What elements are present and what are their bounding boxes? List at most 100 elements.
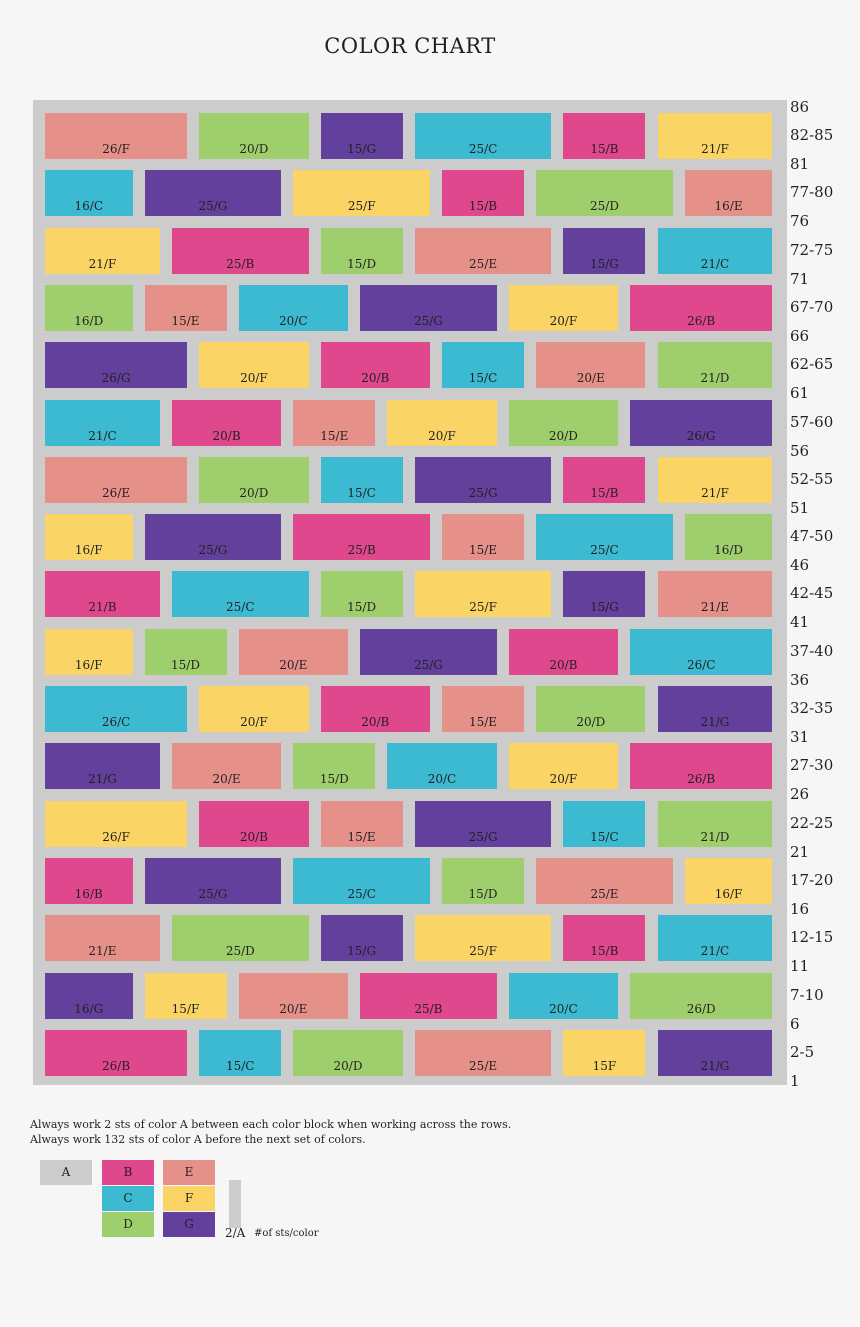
block-label: 15/E bbox=[468, 543, 498, 558]
block-label: 21/D bbox=[700, 371, 730, 386]
color-block: 15/C bbox=[199, 1029, 282, 1076]
color-block: 25/G bbox=[360, 628, 497, 675]
block-label: 25/G bbox=[198, 886, 228, 901]
color-block: 20/E bbox=[536, 342, 646, 389]
block-label: 20/B bbox=[239, 829, 268, 844]
block-label: 21/D bbox=[700, 829, 730, 844]
color-block: 20/B bbox=[320, 342, 430, 389]
color-block: 16/F bbox=[684, 857, 773, 904]
color-block: 21/C bbox=[657, 227, 773, 274]
block-label: 25/C bbox=[226, 600, 255, 615]
block-label: 20/B bbox=[361, 715, 390, 729]
color-block: 21/E bbox=[45, 915, 160, 962]
block-label: 15/C bbox=[225, 1058, 255, 1073]
block-label: 15/E bbox=[320, 428, 349, 443]
block-label: 26/G bbox=[686, 428, 716, 443]
block-label: 25/C bbox=[590, 543, 619, 558]
color-block: 21/G bbox=[657, 1029, 773, 1076]
color-block: 20/D bbox=[293, 1029, 403, 1076]
block-label: 15/E bbox=[171, 313, 200, 328]
block-label: 26/D bbox=[686, 1001, 716, 1016]
color-block: 25/G bbox=[144, 857, 282, 904]
block-label: 25/G bbox=[468, 829, 498, 844]
color-block: 25/C bbox=[414, 113, 552, 159]
row-boundary-label: 86 bbox=[790, 98, 810, 116]
instruction-note-2: Always work 132 sts of color A before th… bbox=[30, 1133, 366, 1146]
row-boundary-label: 81 bbox=[790, 155, 810, 173]
row-range-label: 7-10 bbox=[790, 985, 824, 1004]
block-label: 26/F bbox=[102, 142, 130, 156]
color-block: 16/D bbox=[684, 514, 773, 561]
color-block: 21/F bbox=[657, 456, 773, 503]
legend-gap-bar bbox=[229, 1180, 241, 1228]
row-range-label: 47-50 bbox=[790, 527, 834, 546]
block-label: 15/G bbox=[347, 142, 377, 156]
block-label: 16/D bbox=[74, 313, 104, 328]
block-label: 25/B bbox=[347, 543, 376, 558]
color-block: 16/E bbox=[684, 170, 773, 217]
block-label: 25/D bbox=[590, 199, 619, 214]
row-boundary-label: 36 bbox=[790, 670, 810, 689]
row-range-label: 72-75 bbox=[790, 240, 834, 259]
block-label: 25/G bbox=[198, 543, 228, 558]
block-label: 25/E bbox=[469, 1058, 498, 1073]
block-label: 26/B bbox=[687, 313, 716, 328]
instruction-note-1: Always work 2 sts of color A between eac… bbox=[30, 1118, 512, 1131]
color-block: 15/C bbox=[442, 342, 524, 389]
block-label: 21/C bbox=[700, 256, 730, 271]
block-label: 26/B bbox=[687, 772, 716, 787]
color-block: 20/E bbox=[238, 972, 348, 1019]
color-block: 26/G bbox=[45, 342, 188, 389]
row-range-label: 22-25 bbox=[790, 813, 834, 832]
block-label: 25/E bbox=[469, 256, 498, 271]
block-label: 20/B bbox=[212, 428, 241, 443]
color-block: 20/D bbox=[536, 686, 646, 732]
color-block: 25/D bbox=[536, 170, 673, 217]
legend-caption: #of sts/color bbox=[254, 1228, 319, 1239]
block-label: 25/G bbox=[198, 199, 228, 214]
color-block: 21/D bbox=[657, 800, 773, 847]
color-block: 26/B bbox=[630, 743, 773, 790]
color-block: 25/D bbox=[171, 915, 309, 962]
color-block: 26/B bbox=[630, 284, 773, 331]
color-block: 15/E bbox=[144, 284, 227, 331]
block-label: 20/D bbox=[239, 485, 269, 500]
block-label: 25/F bbox=[469, 600, 497, 615]
color-chart-grid: 26/F 20/D 15/G 25/C 15/B 21/F 16/C 25/G 25/F 15/B… bbox=[33, 100, 787, 1085]
block-label: 20/E bbox=[279, 1001, 308, 1016]
block-label: 20/D bbox=[548, 428, 578, 443]
color-block: 16/C bbox=[45, 170, 133, 217]
block-label: 25/C bbox=[468, 142, 498, 156]
block-label: 15/D bbox=[468, 886, 498, 901]
block-label: 15F bbox=[592, 1058, 617, 1073]
block-label: 21/G bbox=[700, 715, 730, 729]
block-label: 15/B bbox=[590, 485, 619, 500]
color-block: 15/D bbox=[320, 571, 403, 618]
color-block: 20/B bbox=[199, 800, 309, 847]
block-label: 16/F bbox=[74, 657, 103, 672]
block-label: 16/D bbox=[714, 543, 744, 558]
color-block: 15/C bbox=[320, 456, 403, 503]
block-label: 15/B bbox=[590, 142, 619, 156]
row-boundary-label: 76 bbox=[790, 212, 810, 231]
block-label: 15/F bbox=[171, 1001, 200, 1016]
color-block: 21/B bbox=[45, 571, 160, 618]
color-block: 21/C bbox=[657, 915, 773, 962]
legend-swatch-d: D bbox=[102, 1212, 154, 1237]
block-label: 26/F bbox=[102, 829, 130, 844]
color-block: 26/F bbox=[45, 113, 188, 159]
color-block: 15/G bbox=[320, 113, 403, 159]
color-block: 15/C bbox=[563, 800, 646, 847]
row-range-label: 32-35 bbox=[790, 699, 834, 717]
legend-swatch-e: E bbox=[163, 1160, 215, 1185]
color-block: 15/E bbox=[442, 514, 524, 561]
color-block: 20/F bbox=[508, 284, 619, 331]
block-label: 21/F bbox=[701, 485, 729, 500]
color-block: 25/C bbox=[293, 857, 431, 904]
row-range-label: 62-65 bbox=[790, 355, 834, 374]
block-label: 25/G bbox=[413, 313, 443, 328]
block-label: 15/C bbox=[590, 829, 619, 844]
block-label: 21/C bbox=[700, 944, 730, 959]
block-label: 20/B bbox=[361, 371, 390, 386]
color-block: 15/E bbox=[293, 399, 376, 446]
